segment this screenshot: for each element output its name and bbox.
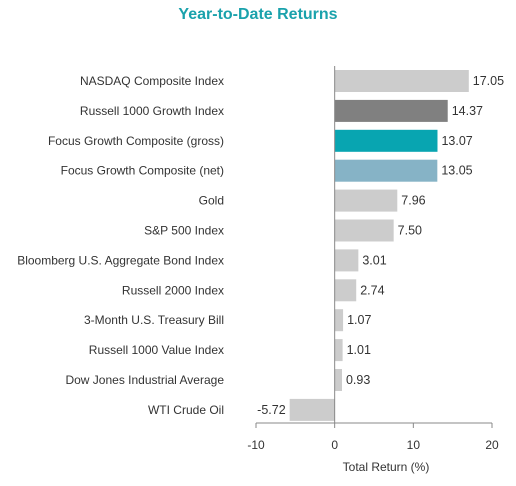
bar xyxy=(334,249,359,272)
x-tick-label: -10 xyxy=(247,438,265,452)
bar xyxy=(334,189,398,212)
bar xyxy=(334,219,394,242)
bar xyxy=(334,279,357,302)
category-label: S&P 500 Index xyxy=(144,224,224,238)
category-label: Russell 1000 Value Index xyxy=(89,343,224,357)
bar xyxy=(334,309,344,332)
value-label: 7.50 xyxy=(398,224,422,238)
category-label: Russell 1000 Growth Index xyxy=(80,104,224,118)
bar xyxy=(334,339,343,362)
category-label: Russell 2000 Index xyxy=(122,283,224,297)
category-label: WTI Crude Oil xyxy=(148,403,224,417)
chart-title: Year-to-Date Returns xyxy=(178,6,338,23)
category-label: 3-Month U.S. Treasury Bill xyxy=(84,313,224,327)
bar xyxy=(334,70,469,92)
category-label: Gold xyxy=(199,194,224,208)
bar xyxy=(334,99,448,122)
value-label: 1.07 xyxy=(347,313,371,327)
bar xyxy=(334,369,342,391)
category-label: NASDAQ Composite Index xyxy=(80,74,224,88)
bar xyxy=(334,159,438,182)
bar xyxy=(289,398,335,421)
value-label: 0.93 xyxy=(346,373,370,387)
value-label: 13.07 xyxy=(441,134,472,148)
x-tick-label: 0 xyxy=(331,438,338,452)
value-label: 1.01 xyxy=(347,343,371,357)
x-axis-title: Total Return (%) xyxy=(343,460,430,474)
category-label: Dow Jones Industrial Average xyxy=(65,373,224,387)
value-label: 3.01 xyxy=(362,253,386,267)
value-label: 14.37 xyxy=(452,104,483,118)
category-label: Bloomberg U.S. Aggregate Bond Index xyxy=(17,253,224,267)
category-label: Focus Growth Composite (gross) xyxy=(48,134,224,148)
x-tick-label: 20 xyxy=(485,438,499,452)
bar xyxy=(334,129,438,152)
category-label: Focus Growth Composite (net) xyxy=(61,164,224,178)
value-label: 17.05 xyxy=(473,74,504,88)
value-label: 2.74 xyxy=(360,283,384,297)
value-label: 13.05 xyxy=(441,164,472,178)
value-label: -5.72 xyxy=(257,403,286,417)
value-label: 7.96 xyxy=(401,194,425,208)
x-tick-label: 10 xyxy=(407,438,421,452)
